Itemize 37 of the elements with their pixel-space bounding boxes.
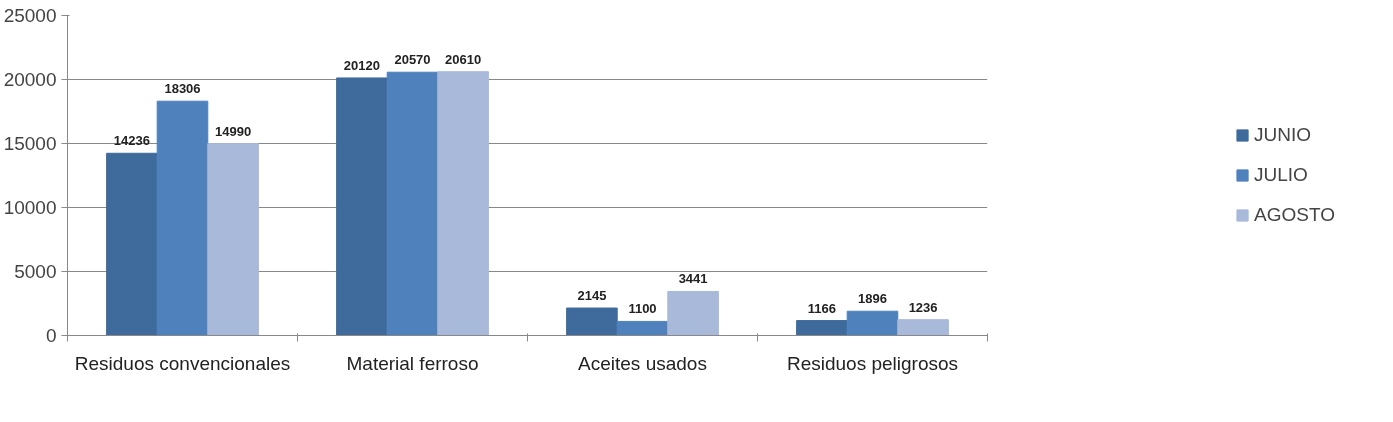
bar: [207, 143, 259, 336]
bar: [566, 307, 618, 336]
x-tick-label: Material ferroso: [346, 352, 479, 374]
data-label: 14990: [215, 123, 252, 139]
bar: [386, 71, 439, 336]
y-tick-label: 5000: [14, 261, 57, 282]
y-tick-label: 15000: [3, 133, 57, 154]
x-tick-label: Residuos convencionales: [74, 352, 291, 374]
bar: [106, 152, 158, 336]
y-tick-label: 25000: [3, 5, 57, 26]
bar: [846, 310, 899, 336]
bar: [796, 320, 848, 336]
legend-label: JUNIO: [1254, 124, 1312, 146]
y-tick-label: 0: [45, 325, 57, 346]
bar: [897, 319, 949, 336]
bar: [156, 100, 209, 336]
bar: [437, 71, 489, 336]
bar: [336, 77, 388, 336]
x-tick-label: Residuos peligrosos: [786, 352, 959, 374]
legend-label: JULIO: [1254, 164, 1308, 186]
y-tick-label: 10000: [3, 197, 57, 218]
bar: [667, 290, 719, 336]
data-label: 18306: [164, 81, 201, 97]
x-tick-label: Aceites usados: [578, 352, 707, 374]
data-label: 1896: [858, 291, 887, 307]
data-label: 1100: [628, 301, 657, 317]
data-label: 20570: [394, 52, 431, 68]
data-label: 1166: [807, 300, 836, 316]
y-tick-label: 20000: [3, 69, 57, 90]
data-label: 20610: [445, 51, 482, 67]
bar: [616, 320, 669, 336]
legend-label: AGOSTO: [1254, 204, 1335, 226]
data-label: 2145: [577, 288, 607, 304]
data-label: 20120: [343, 57, 380, 73]
data-label: 3441: [678, 271, 708, 287]
data-label: 1236: [908, 299, 938, 315]
data-label: 14236: [113, 133, 150, 149]
